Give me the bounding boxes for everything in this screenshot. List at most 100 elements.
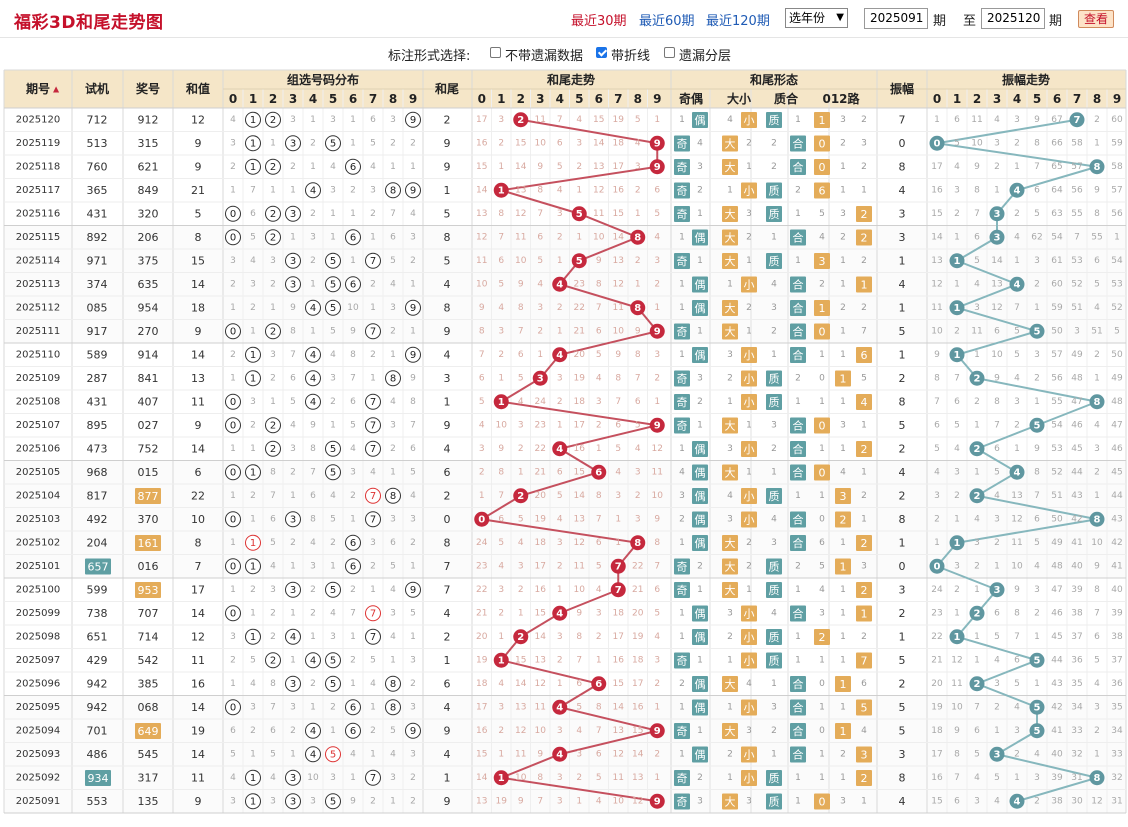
amp-ball <box>949 347 965 363</box>
oe-badge <box>692 535 708 551</box>
tail-ball <box>493 652 509 668</box>
amp-ball-digit: 2 <box>974 679 981 690</box>
tail-miss: 9 <box>518 796 524 806</box>
r012-badge-text: 1 <box>861 279 868 292</box>
tail-cell: 8 <box>444 231 451 244</box>
bs-badge-text: 大 <box>725 160 736 174</box>
group-miss: 3 <box>330 773 336 783</box>
group-miss: 1 <box>230 303 236 313</box>
r012-miss: 2 <box>840 232 846 242</box>
r012-miss: 2 <box>840 138 846 148</box>
amp-miss: 2 <box>934 514 940 524</box>
tail-miss: 6 <box>537 232 543 242</box>
amp-miss: 4 <box>994 491 1000 501</box>
amp-ball <box>1089 394 1105 410</box>
pc-miss: 2 <box>771 162 777 172</box>
group-miss: 3 <box>390 303 396 313</box>
amp-miss: 5 <box>994 467 1000 477</box>
amp-miss: 2 <box>994 162 1000 172</box>
group-hit-digit: 7 <box>370 444 376 455</box>
amp-miss: 4 <box>994 115 1000 125</box>
tail-cell: 7 <box>444 560 451 573</box>
no-omission-label: 不带遗漏数据 <box>505 49 584 64</box>
tail-cell: 2 <box>444 489 451 502</box>
r012-badge <box>856 441 872 457</box>
pc-badge <box>766 370 782 387</box>
qi-label-1: 期 <box>933 14 947 29</box>
oe-miss: 1 <box>679 232 685 242</box>
group-hit-digit: 7 <box>370 420 376 431</box>
group-miss: 8 <box>270 467 276 477</box>
r012-badge-text: 7 <box>861 655 868 668</box>
group-hit-circle <box>405 346 421 363</box>
tail-miss: 15 <box>476 749 487 759</box>
amp-cell: 0 <box>899 560 906 573</box>
group-miss: 1 <box>270 303 276 313</box>
amp-miss: 3 <box>954 561 960 571</box>
oe-miss: 1 <box>697 420 703 430</box>
tail-miss: 6 <box>615 420 621 430</box>
amp-miss: 35 <box>1071 679 1082 689</box>
issue-cell: 2025102 <box>16 537 61 548</box>
pc-miss: 1 <box>795 773 801 783</box>
tail-miss: 4 <box>654 232 660 242</box>
amp-miss: 58 <box>1111 162 1123 172</box>
amp-miss: 36 <box>1111 679 1123 689</box>
trial-cell: 553 <box>87 795 108 808</box>
tail-miss: 17 <box>632 679 643 689</box>
group-miss: 5 <box>250 232 256 242</box>
group-hit-digit: 4 <box>310 373 316 384</box>
r012-miss: 5 <box>819 561 825 571</box>
pc-badge <box>790 464 806 481</box>
r012-miss: 2 <box>861 256 867 266</box>
amp-miss: 16 <box>931 773 943 783</box>
group-hit-digit: 6 <box>350 726 356 737</box>
tail-miss: 3 <box>596 608 602 618</box>
trial-cell: 486 <box>87 748 108 761</box>
amp-miss: 7 <box>1094 608 1100 618</box>
recent-120-link[interactable]: 最近120期 <box>706 14 770 29</box>
oe-badge-text: 偶 <box>695 279 706 292</box>
row-bg <box>4 766 1126 790</box>
oe-miss: 3 <box>697 162 703 172</box>
year-select[interactable]: 选年份 ▼ <box>785 8 848 28</box>
amp-ball <box>989 746 1005 762</box>
recent-30-link[interactable]: 最近30期 <box>571 14 627 29</box>
amp-miss: 2 <box>1014 749 1020 759</box>
amp-miss: 4 <box>1014 232 1020 242</box>
amp-miss: 6 <box>1034 185 1040 195</box>
amp-miss: 14 <box>991 256 1003 266</box>
pc-badge-text: 质 <box>769 796 780 809</box>
sum-cell: 14 <box>191 607 205 620</box>
year-select-value: 选年份 <box>789 11 826 25</box>
tail-miss: 4 <box>596 373 602 383</box>
from-issue-input[interactable]: 2025091 <box>864 8 928 29</box>
to-issue-input[interactable]: 2025120 <box>981 8 1045 29</box>
amp-miss: 2 <box>954 209 960 219</box>
omission-layer-label: 遗漏分层 <box>679 49 732 64</box>
group-hit-digit: 8 <box>390 185 396 196</box>
prize-cell <box>135 488 161 504</box>
tail-miss: 7 <box>557 115 563 125</box>
issue-cell: 2025098 <box>16 631 61 642</box>
tail-miss: 9 <box>479 303 485 313</box>
group-miss: 3 <box>390 773 396 783</box>
tail-miss: 14 <box>535 632 547 642</box>
r012-badge <box>856 206 872 222</box>
group-hit-digit: 3 <box>290 279 296 290</box>
group-miss: 1 <box>410 561 416 571</box>
group-hit-circle <box>285 511 301 528</box>
amp-miss: 45 <box>1071 444 1082 454</box>
r012-miss: 1 <box>840 632 846 642</box>
amp-miss: 2 <box>1034 279 1040 289</box>
omission-layer-checkbox[interactable] <box>664 47 675 58</box>
tail-miss: 2 <box>596 632 602 642</box>
recent-60-link[interactable]: 最近60期 <box>639 14 695 29</box>
group-miss: 3 <box>250 702 256 712</box>
view-button[interactable]: 查看 <box>1078 10 1114 28</box>
pc-badge <box>790 323 806 340</box>
polyline-checkbox[interactable] <box>596 47 607 58</box>
pc-badge <box>790 723 806 739</box>
sort-arrow-icon[interactable]: ▲ <box>53 85 60 94</box>
no-omission-checkbox[interactable] <box>490 47 501 58</box>
